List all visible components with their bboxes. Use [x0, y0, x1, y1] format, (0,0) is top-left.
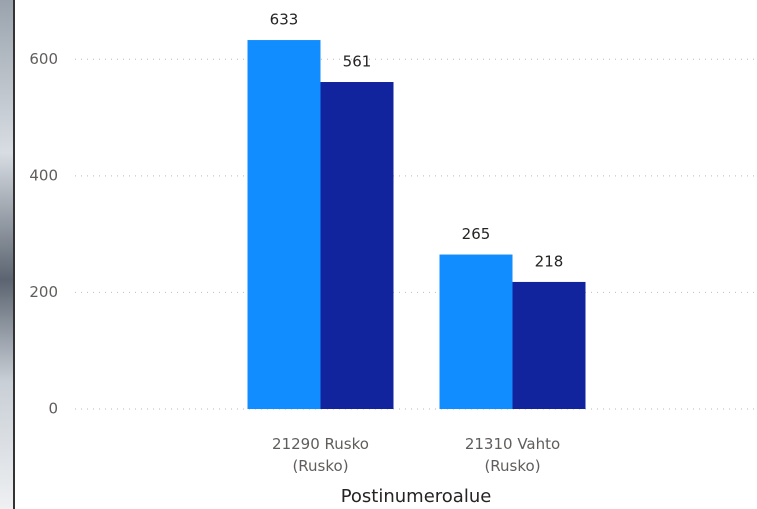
- y-tick-label: 200: [29, 283, 58, 301]
- y-tick-label: 600: [29, 50, 58, 68]
- y-tick-label: 400: [29, 166, 58, 184]
- x-tick-label: 21310 Vahto (Rusko): [464, 435, 561, 475]
- data-label: 265: [462, 225, 491, 243]
- bar: [439, 254, 513, 409]
- background-photo-edge: [0, 0, 13, 509]
- bar: [247, 40, 321, 410]
- x-axis-title: Postinumeroalue: [341, 486, 492, 507]
- bar: [512, 281, 586, 409]
- bar: [320, 82, 394, 409]
- data-label: 633: [270, 11, 299, 29]
- data-label: 561: [343, 53, 372, 71]
- y-tick-label: 0: [48, 400, 58, 418]
- data-label: 218: [535, 252, 564, 270]
- x-tick-label: 21290 Rusko (Rusko): [272, 435, 369, 475]
